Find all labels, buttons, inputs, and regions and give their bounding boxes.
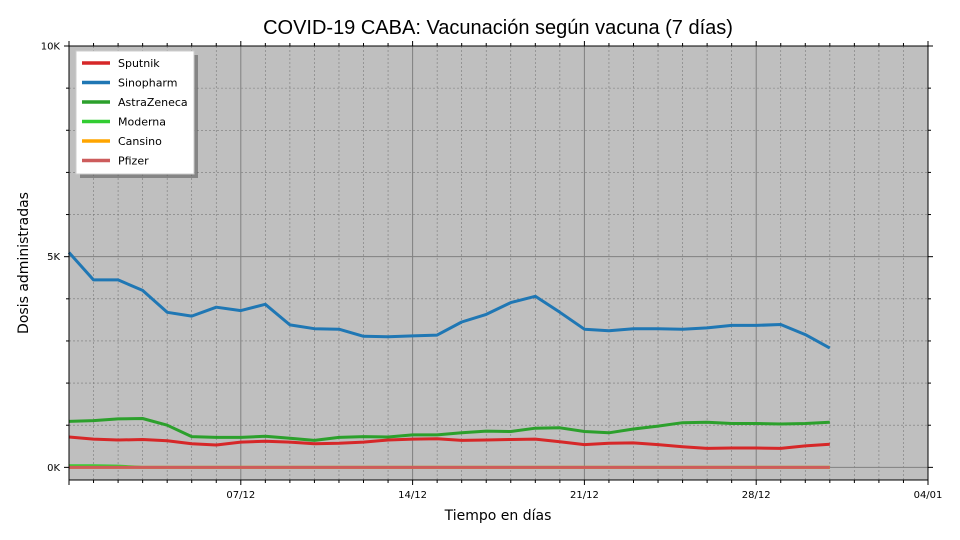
y-tick-label: 10K — [41, 42, 61, 53]
series-lines — [67, 251, 831, 469]
y-axis-label: Dosis administradas — [16, 192, 32, 334]
x-tick-label: 04/01 — [914, 490, 943, 501]
x-axis-label: Tiempo en días — [444, 508, 552, 524]
y-tick-label: 0K — [47, 463, 60, 474]
legend-label-sinopharm: Sinopharm — [118, 77, 177, 90]
legend-label-moderna: Moderna — [118, 116, 166, 129]
x-tick-label: 07/12 — [226, 490, 255, 501]
x-tick-label: 21/12 — [570, 490, 599, 501]
series-line-astrazeneca — [68, 417, 830, 442]
legend-label-cansino: Cansino — [118, 135, 162, 148]
y-axis: 0K 5K 10K — [41, 42, 933, 474]
legend-label-pfizer: Pfizer — [118, 155, 149, 168]
legend-label-sputnik: Sputnik — [118, 57, 160, 70]
legend-box — [75, 50, 195, 175]
x-axis: 07/12 14/12 21/12 28/12 04/01 — [68, 41, 943, 501]
x-tick-label: 14/12 — [398, 490, 427, 501]
legend-label-astrazeneca: AstraZeneca — [118, 96, 188, 109]
plot-area — [69, 46, 928, 480]
series-line-sinopharm — [67, 251, 831, 350]
x-tick-label: 28/12 — [742, 490, 771, 501]
series-line-sputnik — [68, 435, 830, 450]
legend: Sputnik Sinopharm AstraZeneca Moderna Cansin… — [75, 50, 198, 178]
plot-frame — [68, 45, 929, 481]
chart-title: COVID-19 CABA: Vacunación según vacuna (… — [263, 17, 733, 39]
y-tick-label: 5K — [47, 252, 60, 263]
